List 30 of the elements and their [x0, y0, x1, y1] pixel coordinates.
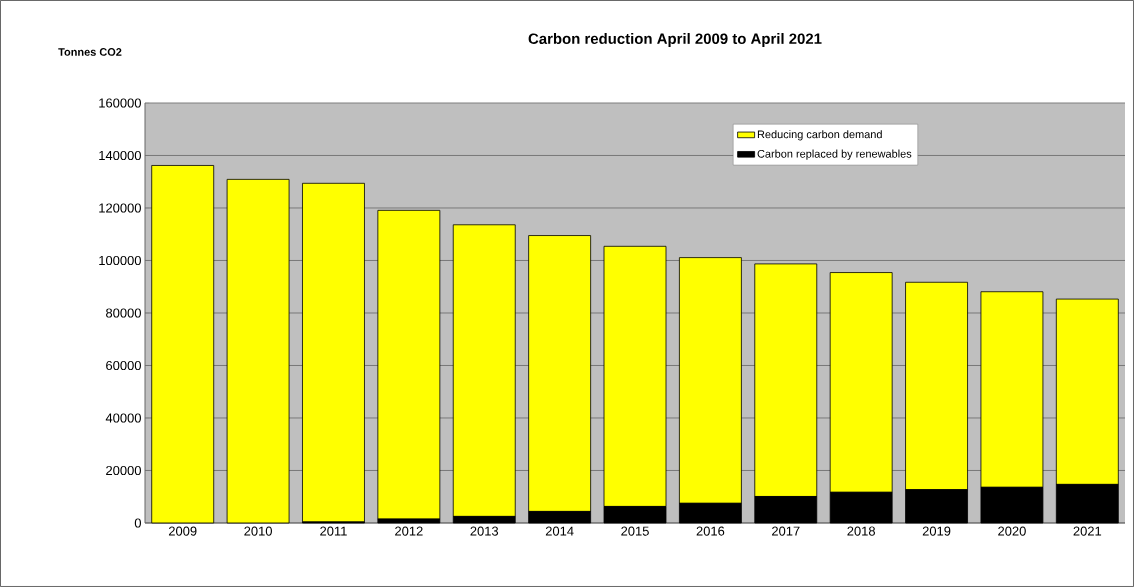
- x-tick-label: 2012: [395, 526, 423, 536]
- bar: [151, 165, 215, 524]
- x-tick-label: 2015: [621, 526, 649, 536]
- bar: [302, 182, 365, 523]
- x-tick-label: 2010: [244, 526, 272, 536]
- x-tick-label: 2018: [847, 526, 875, 536]
- x-tick-label: 2011: [320, 526, 347, 536]
- y-tick-label: 120000: [99, 203, 141, 213]
- x-tick-label: 2009: [168, 526, 197, 536]
- x-tick-label: 2020: [998, 526, 1026, 536]
- y-tick-label: 160000: [99, 98, 141, 108]
- y-tick-label: 140000: [99, 150, 141, 161]
- x-tick-label: 2013: [470, 526, 499, 536]
- y-tick-label: 100000: [99, 255, 141, 266]
- x-tick-label: 2019: [922, 526, 951, 536]
- y-tick-label: 60000: [106, 360, 141, 371]
- x-tick-label: 2017: [772, 526, 800, 536]
- y-tick-label: 80000: [106, 308, 141, 318]
- x-tick-label: 2021: [1073, 526, 1102, 536]
- legend-label: Carbon replaced by renewables: [757, 149, 912, 160]
- x-tick-label: 2014: [545, 526, 574, 536]
- chart-title: Carbon reduction April 2009 to April 2021: [528, 33, 822, 47]
- y-tick-label: 0: [134, 518, 141, 528]
- y-tick-label: 40000: [105, 413, 141, 423]
- y-axis-title: Tonnes CO2: [58, 48, 122, 56]
- y-tick-label: 20000: [106, 465, 141, 476]
- x-tick-label: 2016: [696, 526, 725, 536]
- bar: [226, 178, 290, 524]
- bar: [377, 209, 441, 520]
- legend-label: Reducing carbon demand: [757, 130, 882, 141]
